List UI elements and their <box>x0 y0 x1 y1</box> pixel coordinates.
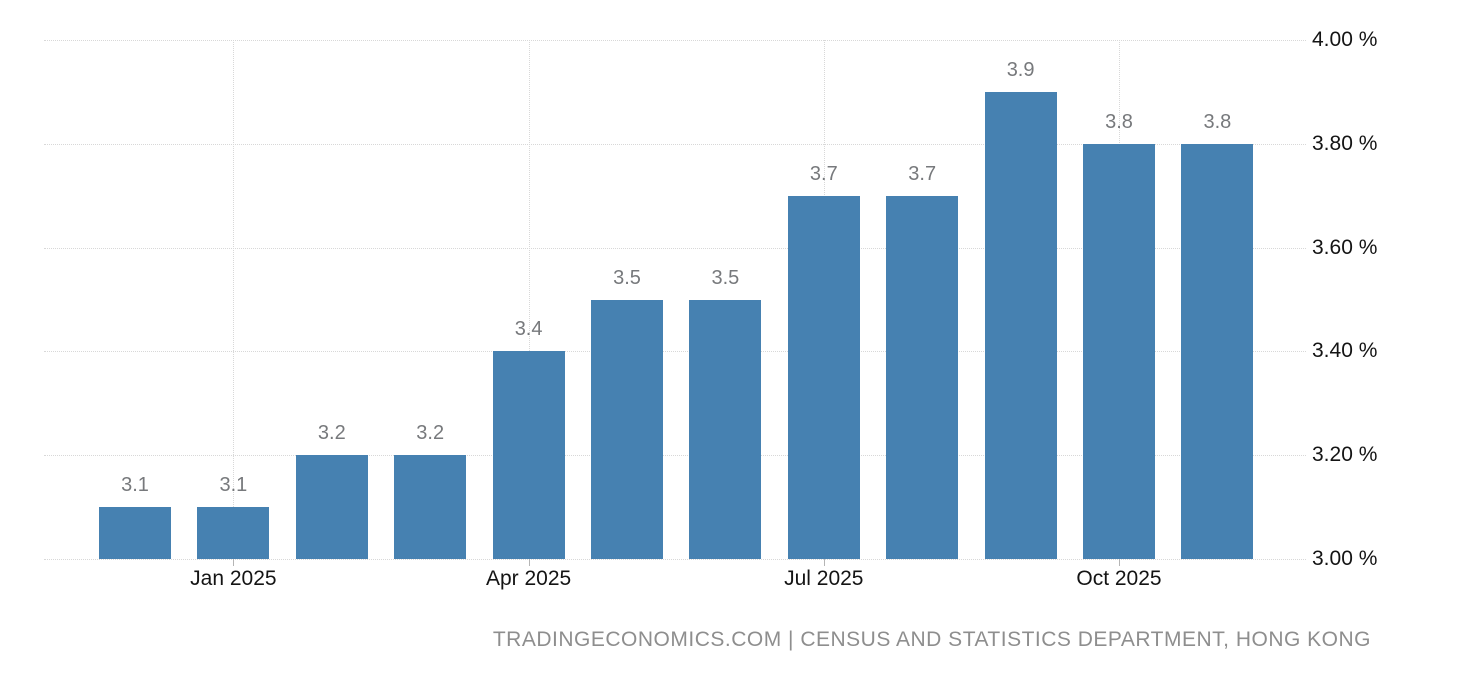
bar-value-label: 3.5 <box>711 266 740 289</box>
x-tick-label: Jan 2025 <box>190 567 277 590</box>
bar-value-label: 3.8 <box>1203 110 1232 133</box>
bar-value-label: 3.1 <box>121 474 149 497</box>
attribution-text: TRADINGECONOMICS.COM | CENSUS AND STATIS… <box>492 628 1371 651</box>
bar[interactable] <box>689 299 762 559</box>
bar[interactable] <box>984 91 1057 559</box>
bar[interactable] <box>591 299 663 559</box>
x-tick-mark <box>233 559 235 566</box>
bar-value-label: 3.8 <box>1105 110 1133 133</box>
y-tick-label: 3.40 % <box>1312 339 1378 363</box>
y-tick-label: 4.00 % <box>1312 28 1378 51</box>
h-gridline <box>44 351 1306 353</box>
bar[interactable] <box>1083 143 1155 559</box>
y-tick-label: 3.80 % <box>1312 131 1378 155</box>
h-gridline <box>44 143 1306 145</box>
x-tick-mark <box>823 559 825 566</box>
bar-value-label: 3.7 <box>908 162 937 185</box>
x-tick-label: Apr 2025 <box>485 567 572 590</box>
bar-value-label: 3.2 <box>416 422 445 445</box>
bar[interactable] <box>492 351 565 559</box>
v-gridline <box>528 40 530 559</box>
bar[interactable] <box>99 507 171 559</box>
bar[interactable] <box>295 455 368 559</box>
bar-value-label: 3.2 <box>317 422 346 445</box>
y-tick-label: 3.00 % <box>1312 547 1378 570</box>
bar-value-label: 3.4 <box>514 318 543 341</box>
bar-value-label: 3.1 <box>219 474 248 497</box>
h-gridline <box>44 455 1306 457</box>
bar[interactable] <box>197 507 270 559</box>
x-tick-mark <box>528 559 530 566</box>
y-tick-label: 3.20 % <box>1312 443 1378 467</box>
bar[interactable] <box>394 455 467 559</box>
h-gridline <box>44 559 1306 560</box>
v-gridline <box>233 40 235 559</box>
bar[interactable] <box>1181 143 1254 559</box>
bar-value-label: 3.5 <box>613 266 641 289</box>
x-tick-label: Jul 2025 <box>784 567 864 590</box>
bar-value-label: 3.7 <box>809 162 838 185</box>
y-tick-label: 3.60 % <box>1312 235 1378 259</box>
bar-value-label: 3.9 <box>1006 58 1035 81</box>
bar[interactable] <box>787 195 860 559</box>
h-gridline <box>44 40 1306 41</box>
x-tick-label: Oct 2025 <box>1076 567 1162 590</box>
x-tick-mark <box>1119 559 1120 566</box>
h-gridline <box>44 247 1306 249</box>
bar[interactable] <box>886 195 959 559</box>
